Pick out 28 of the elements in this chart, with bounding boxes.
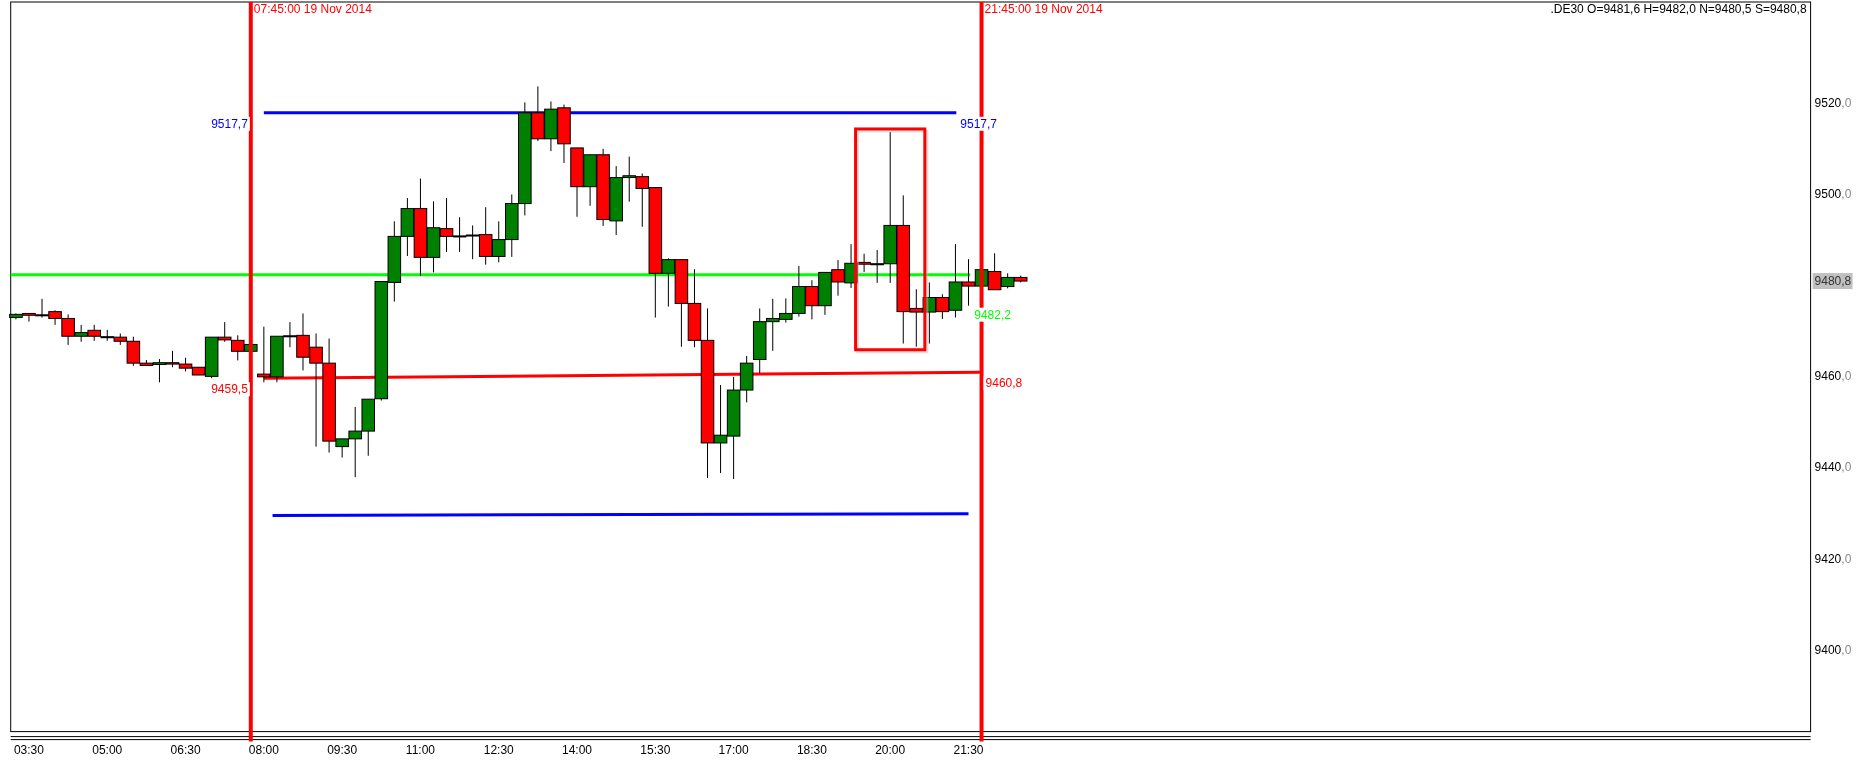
- x-tick-label: 12:30: [483, 742, 515, 757]
- x-tick-label: 08:00: [248, 742, 280, 757]
- y-tick-label: 9420,0: [1814, 551, 1852, 566]
- annotation: .DE30 O=9481,6 H=9482,0 N=9480,5 S=9480,8: [1550, 2, 1807, 16]
- annotation: 9480,8: [1814, 274, 1852, 289]
- y-tick-label: 9520,0: [1814, 95, 1852, 110]
- y-tick-label: 9440,0: [1814, 460, 1852, 475]
- x-tick-label: 03:30: [13, 742, 45, 757]
- x-tick-label: 09:30: [327, 742, 358, 757]
- y-tick-label: 9460,0: [1814, 369, 1852, 384]
- data-label: 9517,7: [211, 116, 249, 131]
- data-label: 9459,5: [211, 382, 249, 397]
- ref-line-label: 07:45:00 19 Nov 2014: [253, 2, 373, 16]
- x-tick-label: 05:00: [92, 742, 123, 757]
- x-tick-label: 14:00: [562, 742, 593, 757]
- x-tick-label: 18:30: [796, 742, 828, 757]
- x-tick-label: 11:00: [405, 742, 436, 757]
- data-label: 9482,2: [974, 307, 1012, 322]
- y-tick-label: 9500,0: [1814, 186, 1852, 201]
- x-tick-label: 17:00: [718, 742, 749, 757]
- x-tick-label: 06:30: [170, 742, 201, 757]
- y-tick-label: 9400,0: [1814, 642, 1852, 657]
- ref-line-label: 21:45:00 19 Nov 2014: [984, 2, 1103, 16]
- data-label: 9517,7: [960, 116, 998, 131]
- x-tick-label: 15:30: [640, 742, 671, 757]
- data-label: 9460,8: [985, 376, 1023, 391]
- x-tick-label: 21:30: [953, 742, 984, 757]
- x-tick-label: 20:00: [875, 742, 906, 757]
